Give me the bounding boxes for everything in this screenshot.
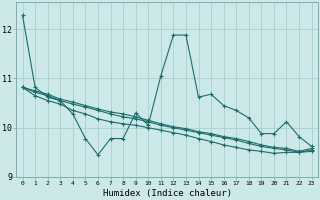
X-axis label: Humidex (Indice chaleur): Humidex (Indice chaleur) <box>103 189 232 198</box>
